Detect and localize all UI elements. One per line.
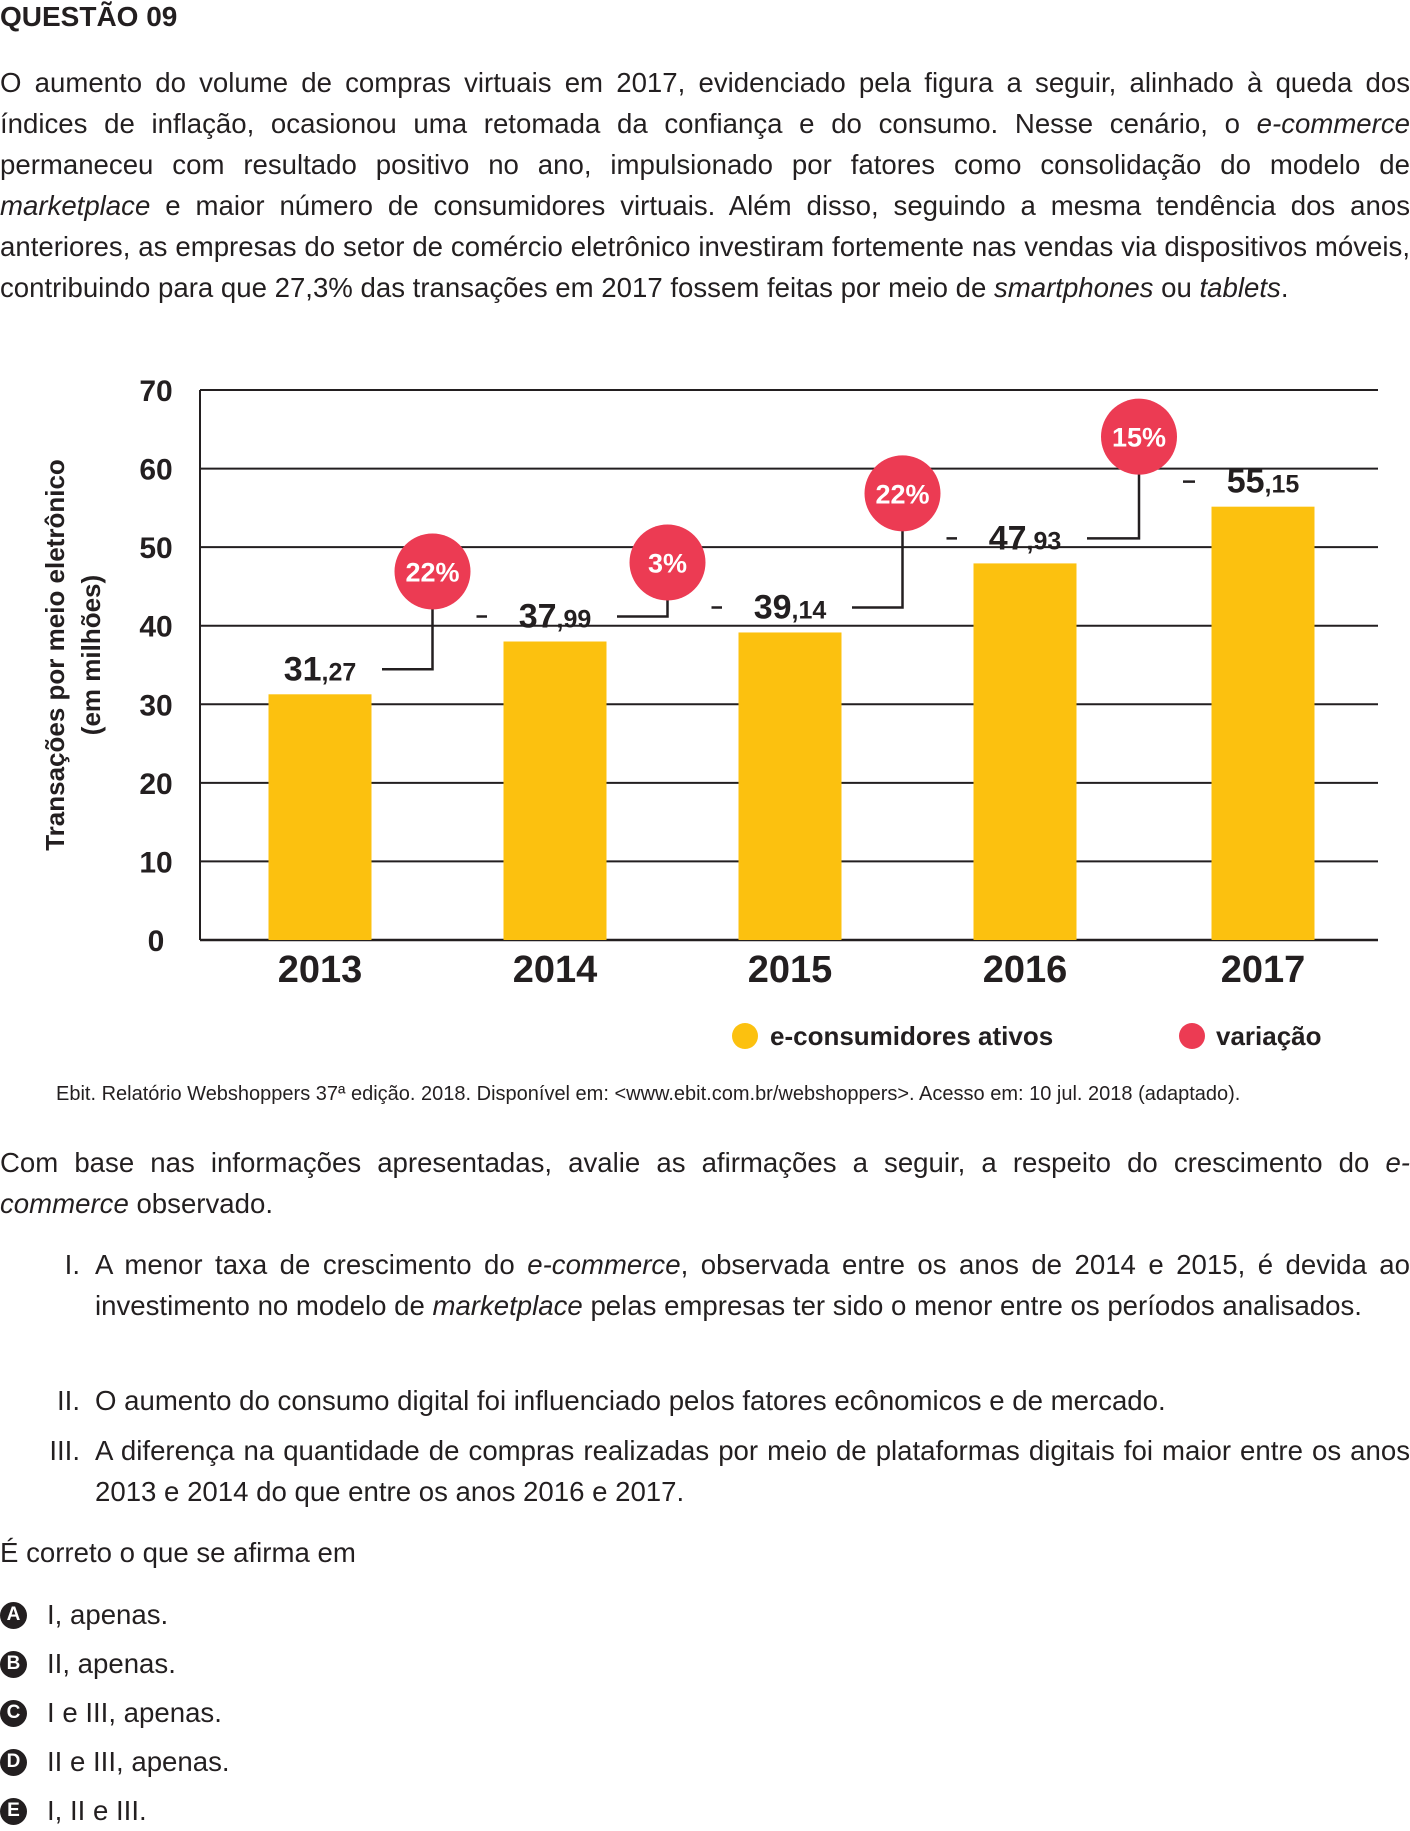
x-tick-label: 2017: [1221, 949, 1306, 991]
option-letter-badge: C: [0, 1699, 27, 1727]
option-text: I, II e III.: [47, 1795, 147, 1826]
bar-chart: Transações por meio eletrônico (em milhõe…: [40, 375, 1378, 1051]
variation-label: 22%: [405, 558, 459, 588]
option-letter-badge: A: [0, 1601, 27, 1629]
variation-marker: [629, 524, 706, 601]
option-text: I, apenas.: [47, 1599, 169, 1630]
intro-paragraph: O aumento do volume de compras virtuais …: [0, 67, 1410, 303]
variation-marker: [394, 533, 471, 610]
y-axis-label: (em milhões): [76, 575, 106, 735]
option-text: II e III, apenas.: [47, 1746, 230, 1777]
option-a[interactable]: A I, apenas.: [0, 1595, 168, 1635]
x-tick-label: 2015: [748, 949, 833, 991]
option-b[interactable]: B II, apenas.: [0, 1644, 176, 1684]
y-tick-label: 10: [139, 846, 172, 879]
x-tick-label: 2014: [513, 949, 598, 991]
option-letter-badge: D: [0, 1748, 27, 1776]
variation-marker: [1101, 398, 1177, 475]
legend-label: variação: [1216, 1021, 1322, 1051]
variation-label: 15%: [1112, 423, 1166, 453]
option-letter-badge: E: [0, 1797, 27, 1825]
legend-swatch-variation: [1179, 1023, 1205, 1049]
legend-swatch-bar: [732, 1023, 758, 1049]
option-text: I e III, apenas.: [47, 1697, 222, 1728]
option-d[interactable]: D II e III, apenas.: [0, 1742, 230, 1782]
bar: [1211, 506, 1315, 940]
question-title: QUESTÃO 09: [0, 1, 178, 32]
y-tick-label: 60: [139, 454, 172, 487]
option-text: II, apenas.: [47, 1648, 176, 1679]
data-label: 31,27: [284, 650, 357, 688]
data-label: 39,14: [754, 588, 827, 626]
y-tick-label: 30: [139, 689, 172, 722]
variation-label: 3%: [648, 548, 687, 578]
option-c[interactable]: C I e III, apenas.: [0, 1693, 222, 1733]
statement-text: A menor taxa de crescimento do e-commerc…: [95, 1249, 1410, 1321]
bar: [973, 563, 1077, 940]
question-text: É correto o que se afirma em: [0, 1537, 356, 1568]
bar: [268, 694, 372, 940]
y-tick-label: 0: [148, 925, 165, 958]
variation-label: 22%: [875, 479, 929, 509]
y-tick-label: 50: [139, 532, 172, 565]
y-tick-label: 70: [139, 375, 172, 408]
data-label: 47,93: [989, 519, 1062, 557]
variation-marker: [864, 455, 941, 532]
data-label: 55,15: [1227, 463, 1300, 501]
x-tick-label: 2013: [278, 949, 363, 991]
bar: [503, 641, 607, 940]
y-tick-label: 20: [139, 768, 172, 801]
statement-text: O aumento do consumo digital foi influen…: [95, 1385, 1166, 1416]
legend-label: e-consumidores ativos: [770, 1021, 1053, 1051]
y-axis-label: Transações por meio eletrônico: [40, 459, 70, 851]
variation-connector: [852, 493, 957, 609]
prompt-paragraph: Com base nas informações apresentadas, a…: [0, 1147, 1410, 1219]
y-tick-label: 40: [139, 611, 172, 644]
data-label: 37,99: [519, 598, 592, 636]
statement-number: III.: [49, 1435, 80, 1466]
chart-source: Ebit. Relatório Webshoppers 37ª edição. …: [56, 1083, 1241, 1105]
bar: [738, 632, 842, 940]
option-e[interactable]: E I, II e III.: [0, 1791, 147, 1831]
option-letter-badge: B: [0, 1650, 27, 1678]
statement-number: I.: [64, 1249, 80, 1280]
x-tick-label: 2016: [983, 949, 1068, 991]
statement-text: A diferença na quantidade de compras rea…: [95, 1435, 1410, 1507]
statement-number: II.: [57, 1385, 80, 1416]
